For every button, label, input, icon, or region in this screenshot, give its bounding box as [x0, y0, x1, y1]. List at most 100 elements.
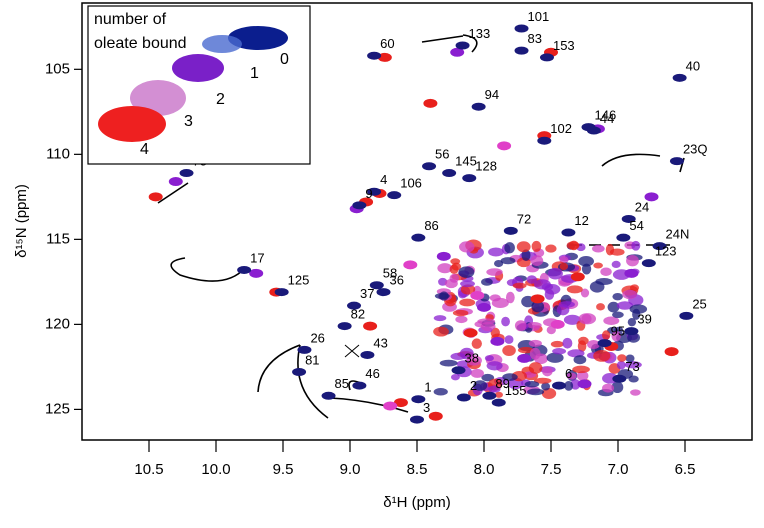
- labeled-peak: [376, 288, 391, 297]
- background-contour: [612, 311, 624, 319]
- arrow: [601, 153, 661, 167]
- peak-label: 94: [485, 87, 499, 102]
- y-tick-label: 110: [46, 145, 70, 162]
- inset-contour: [130, 80, 186, 116]
- peak-label: 95: [611, 324, 625, 339]
- peak: [644, 192, 659, 202]
- labeled-peak: [179, 169, 194, 178]
- labeled-peak: [369, 281, 384, 290]
- peak: [249, 268, 264, 278]
- background-contour: [504, 242, 515, 254]
- background-contour: [552, 347, 567, 355]
- background-contour: [494, 260, 504, 268]
- background-contour: [470, 368, 484, 378]
- inset-contour: [202, 35, 242, 53]
- background-contour: [529, 347, 541, 360]
- background-contour: [629, 284, 640, 292]
- background-contour: [596, 303, 605, 311]
- background-contour: [622, 289, 638, 300]
- peak-label: 36: [390, 273, 404, 288]
- y-axis-label: δ¹⁵N (ppm): [13, 184, 30, 258]
- labeled-peak: [237, 265, 252, 274]
- background-contour: [526, 275, 537, 284]
- peak-label: 24N: [666, 227, 690, 242]
- background-contour: [433, 388, 448, 396]
- background-contour: [626, 255, 639, 267]
- background-contour: [580, 288, 590, 298]
- background-contour: [471, 338, 482, 349]
- background-contour: [533, 377, 552, 384]
- labeled-peak: [347, 301, 362, 310]
- peak: [570, 272, 585, 282]
- labeled-peak: [672, 73, 687, 82]
- peak: [470, 290, 485, 300]
- background-contour: [521, 249, 531, 261]
- labeled-peak: [561, 228, 576, 237]
- labeled-peak: [321, 391, 336, 400]
- background-contour: [500, 257, 516, 265]
- background-contour: [488, 385, 501, 393]
- background-contour: [572, 365, 590, 374]
- background-contour: [534, 279, 551, 290]
- x-tick-label: 8.5: [407, 461, 428, 478]
- labeled-peak: [297, 345, 312, 354]
- inset-label: 2: [216, 91, 225, 108]
- peak-label: 37: [360, 286, 374, 301]
- labeled-peak: [503, 226, 518, 235]
- background-contour: [545, 244, 557, 253]
- inset-label: 0: [280, 51, 289, 68]
- peak-label: 85: [335, 376, 349, 391]
- background-contour: [486, 361, 503, 371]
- x-tick-label: 10.5: [134, 461, 163, 478]
- background-contour: [484, 355, 494, 362]
- peak-label: 82: [351, 307, 365, 322]
- background-contour: [459, 241, 475, 253]
- background-contour: [477, 318, 496, 325]
- inset-label: 1: [250, 65, 259, 82]
- labeled-peak: [491, 398, 506, 407]
- labeled-peak: [456, 393, 471, 402]
- y-tick-label: 105: [45, 60, 70, 77]
- background-contour: [458, 266, 475, 278]
- background-contour: [481, 278, 493, 286]
- background-contour: [512, 282, 527, 289]
- background-contour: [433, 315, 447, 322]
- peak: [436, 251, 451, 261]
- peak-label: 145: [455, 153, 477, 168]
- peak-label: 54: [629, 218, 643, 233]
- background-contour: [558, 301, 575, 308]
- peak-label: 153: [553, 38, 575, 53]
- x-tick-label: 9.5: [273, 461, 294, 478]
- labeled-peak: [292, 367, 307, 376]
- peak: [517, 353, 532, 363]
- peak: [490, 336, 505, 346]
- background-contour: [450, 352, 466, 361]
- background-contour: [531, 240, 542, 252]
- arrow: [297, 344, 329, 419]
- background-contour: [439, 359, 458, 367]
- background-contour: [531, 300, 545, 313]
- y-tick-label: 115: [46, 230, 70, 247]
- peak-label: 24: [635, 199, 649, 214]
- background-contour: [628, 375, 639, 383]
- background-contour: [559, 262, 569, 271]
- peak-label: 44: [600, 111, 614, 126]
- peak: [363, 321, 378, 331]
- peak-label: 83: [528, 31, 542, 46]
- peak-label: 4: [380, 172, 387, 187]
- background-contour: [600, 267, 612, 277]
- arrow: [329, 397, 409, 413]
- labeled-peak: [367, 187, 382, 196]
- background-contour: [528, 339, 542, 347]
- peak-label: 25: [692, 296, 706, 311]
- peak-label: 17: [250, 250, 264, 265]
- background-contour: [473, 380, 488, 391]
- labeled-peak: [352, 381, 367, 390]
- peak-label: 46: [365, 366, 379, 381]
- inset-contour: [98, 106, 166, 142]
- background-contour: [625, 354, 635, 363]
- labeled-peak: [462, 174, 477, 183]
- background-contour: [516, 241, 531, 253]
- background-contour: [501, 316, 510, 327]
- background-contour: [528, 362, 543, 374]
